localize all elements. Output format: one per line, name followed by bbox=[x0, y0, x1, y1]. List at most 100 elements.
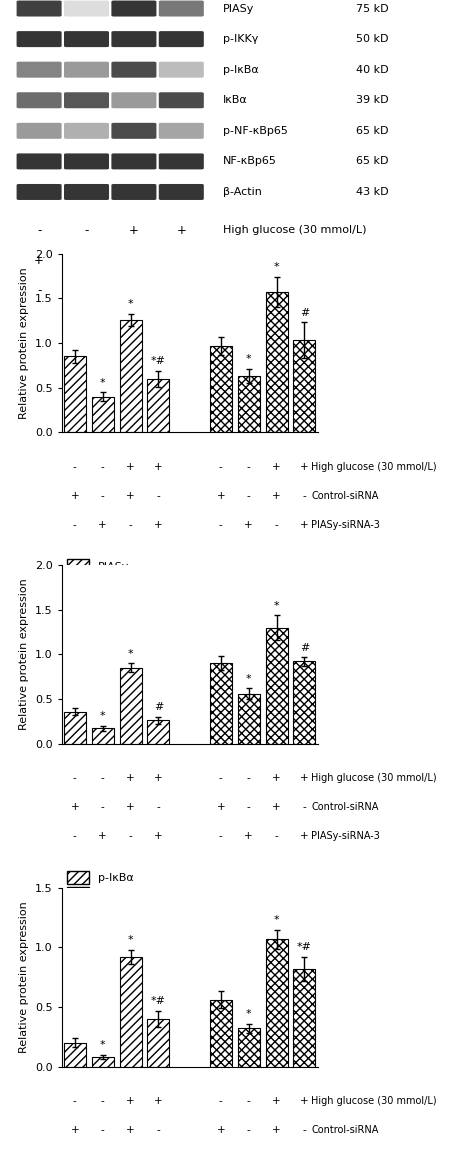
Text: -: - bbox=[128, 831, 132, 841]
Bar bbox=[293, 662, 315, 744]
Text: *: * bbox=[273, 263, 279, 272]
Text: 43 kD: 43 kD bbox=[356, 187, 388, 197]
Text: *: * bbox=[273, 915, 279, 925]
Text: +: + bbox=[129, 224, 139, 236]
FancyBboxPatch shape bbox=[159, 123, 204, 138]
FancyBboxPatch shape bbox=[17, 31, 62, 47]
Text: 50 kD: 50 kD bbox=[356, 35, 388, 44]
Text: +: + bbox=[129, 254, 139, 266]
Text: -: - bbox=[247, 1097, 251, 1106]
Text: +: + bbox=[272, 491, 281, 500]
Text: #: # bbox=[300, 642, 309, 653]
Legend: p-IκBα, IκBα: p-IκBα, IκBα bbox=[67, 871, 134, 899]
Text: +: + bbox=[217, 1125, 225, 1135]
Text: +: + bbox=[217, 802, 225, 812]
Legend: PIASy, p-IKKγ: PIASy, p-IKKγ bbox=[67, 559, 134, 588]
Text: Control-siRNA: Control-siRNA bbox=[311, 1125, 379, 1135]
Bar bbox=[64, 711, 86, 744]
Text: +: + bbox=[82, 284, 91, 296]
Bar bbox=[293, 340, 315, 432]
Text: PIASy-siRNA-3: PIASy-siRNA-3 bbox=[311, 831, 380, 841]
Text: p-NF-κBp65: p-NF-κBp65 bbox=[223, 126, 288, 136]
Text: Control-siRNA: Control-siRNA bbox=[223, 255, 300, 265]
Bar bbox=[64, 1042, 86, 1067]
Text: -: - bbox=[302, 491, 306, 500]
Text: -: - bbox=[101, 802, 105, 812]
Text: -: - bbox=[101, 1097, 105, 1106]
FancyBboxPatch shape bbox=[159, 31, 204, 47]
Text: *#: *# bbox=[151, 996, 166, 1007]
Text: PIASy-siRNA-3: PIASy-siRNA-3 bbox=[311, 520, 380, 529]
Text: β-Actin: β-Actin bbox=[223, 187, 262, 197]
Text: -: - bbox=[37, 224, 41, 236]
FancyBboxPatch shape bbox=[17, 0, 62, 16]
Text: -: - bbox=[73, 520, 77, 529]
Text: +: + bbox=[217, 491, 225, 500]
Text: High glucose (30 mmol/L): High glucose (30 mmol/L) bbox=[311, 774, 437, 783]
FancyBboxPatch shape bbox=[17, 184, 62, 199]
Text: +: + bbox=[126, 802, 135, 812]
Bar bbox=[210, 1000, 232, 1067]
Text: -: - bbox=[247, 802, 251, 812]
Text: IκBα: IκBα bbox=[223, 96, 247, 105]
Text: 40 kD: 40 kD bbox=[356, 65, 388, 75]
Text: High glucose (30 mmol/L): High glucose (30 mmol/L) bbox=[311, 1097, 437, 1106]
Bar bbox=[293, 969, 315, 1067]
Text: -: - bbox=[84, 254, 89, 266]
Text: -: - bbox=[247, 774, 251, 783]
Text: +: + bbox=[300, 831, 309, 841]
Text: -: - bbox=[101, 462, 105, 472]
FancyBboxPatch shape bbox=[111, 31, 156, 47]
FancyBboxPatch shape bbox=[111, 92, 156, 108]
Bar bbox=[237, 694, 260, 744]
Bar bbox=[119, 319, 142, 432]
Text: -: - bbox=[156, 802, 160, 812]
Text: -: - bbox=[179, 254, 183, 266]
FancyBboxPatch shape bbox=[64, 61, 109, 77]
Text: +: + bbox=[154, 462, 163, 472]
Bar bbox=[237, 376, 260, 432]
Text: -: - bbox=[101, 1125, 105, 1135]
Text: High glucose (30 mmol/L): High glucose (30 mmol/L) bbox=[311, 462, 437, 472]
Text: +: + bbox=[176, 224, 186, 236]
Text: +: + bbox=[71, 491, 79, 500]
Text: -: - bbox=[219, 520, 223, 529]
Text: +: + bbox=[154, 520, 163, 529]
FancyBboxPatch shape bbox=[111, 61, 156, 77]
Text: p-IKKγ: p-IKKγ bbox=[223, 35, 258, 44]
Text: *: * bbox=[128, 299, 133, 309]
Text: -: - bbox=[156, 1125, 160, 1135]
Text: p-IκBα: p-IκBα bbox=[223, 65, 258, 75]
Text: NF-κBp65: NF-κBp65 bbox=[223, 157, 277, 166]
Text: #: # bbox=[154, 702, 163, 713]
Text: *: * bbox=[273, 601, 279, 611]
FancyBboxPatch shape bbox=[64, 153, 109, 169]
Text: 65 kD: 65 kD bbox=[356, 126, 388, 136]
FancyBboxPatch shape bbox=[111, 0, 156, 16]
Text: -: - bbox=[73, 774, 77, 783]
Text: +: + bbox=[99, 520, 107, 529]
Text: +: + bbox=[99, 831, 107, 841]
Text: *#: *# bbox=[297, 942, 312, 952]
FancyBboxPatch shape bbox=[159, 92, 204, 108]
Bar bbox=[265, 292, 288, 432]
Text: +: + bbox=[34, 254, 44, 266]
Text: High glucose (30 mmol/L): High glucose (30 mmol/L) bbox=[223, 225, 366, 235]
FancyBboxPatch shape bbox=[17, 123, 62, 138]
Text: +: + bbox=[244, 831, 253, 841]
Text: -: - bbox=[73, 831, 77, 841]
Text: 65 kD: 65 kD bbox=[356, 157, 388, 166]
FancyBboxPatch shape bbox=[64, 31, 109, 47]
Text: +: + bbox=[126, 1097, 135, 1106]
Text: *: * bbox=[100, 711, 106, 722]
Text: PIASy-siRNA-3: PIASy-siRNA-3 bbox=[223, 285, 301, 295]
Text: -: - bbox=[156, 491, 160, 500]
Text: +: + bbox=[126, 491, 135, 500]
Bar bbox=[147, 1019, 169, 1067]
Text: PIASy: PIASy bbox=[223, 3, 254, 14]
FancyBboxPatch shape bbox=[159, 184, 204, 199]
Text: *: * bbox=[246, 354, 251, 364]
Y-axis label: Relative protein expression: Relative protein expression bbox=[19, 902, 29, 1053]
FancyBboxPatch shape bbox=[111, 153, 156, 169]
Text: -: - bbox=[37, 284, 41, 296]
